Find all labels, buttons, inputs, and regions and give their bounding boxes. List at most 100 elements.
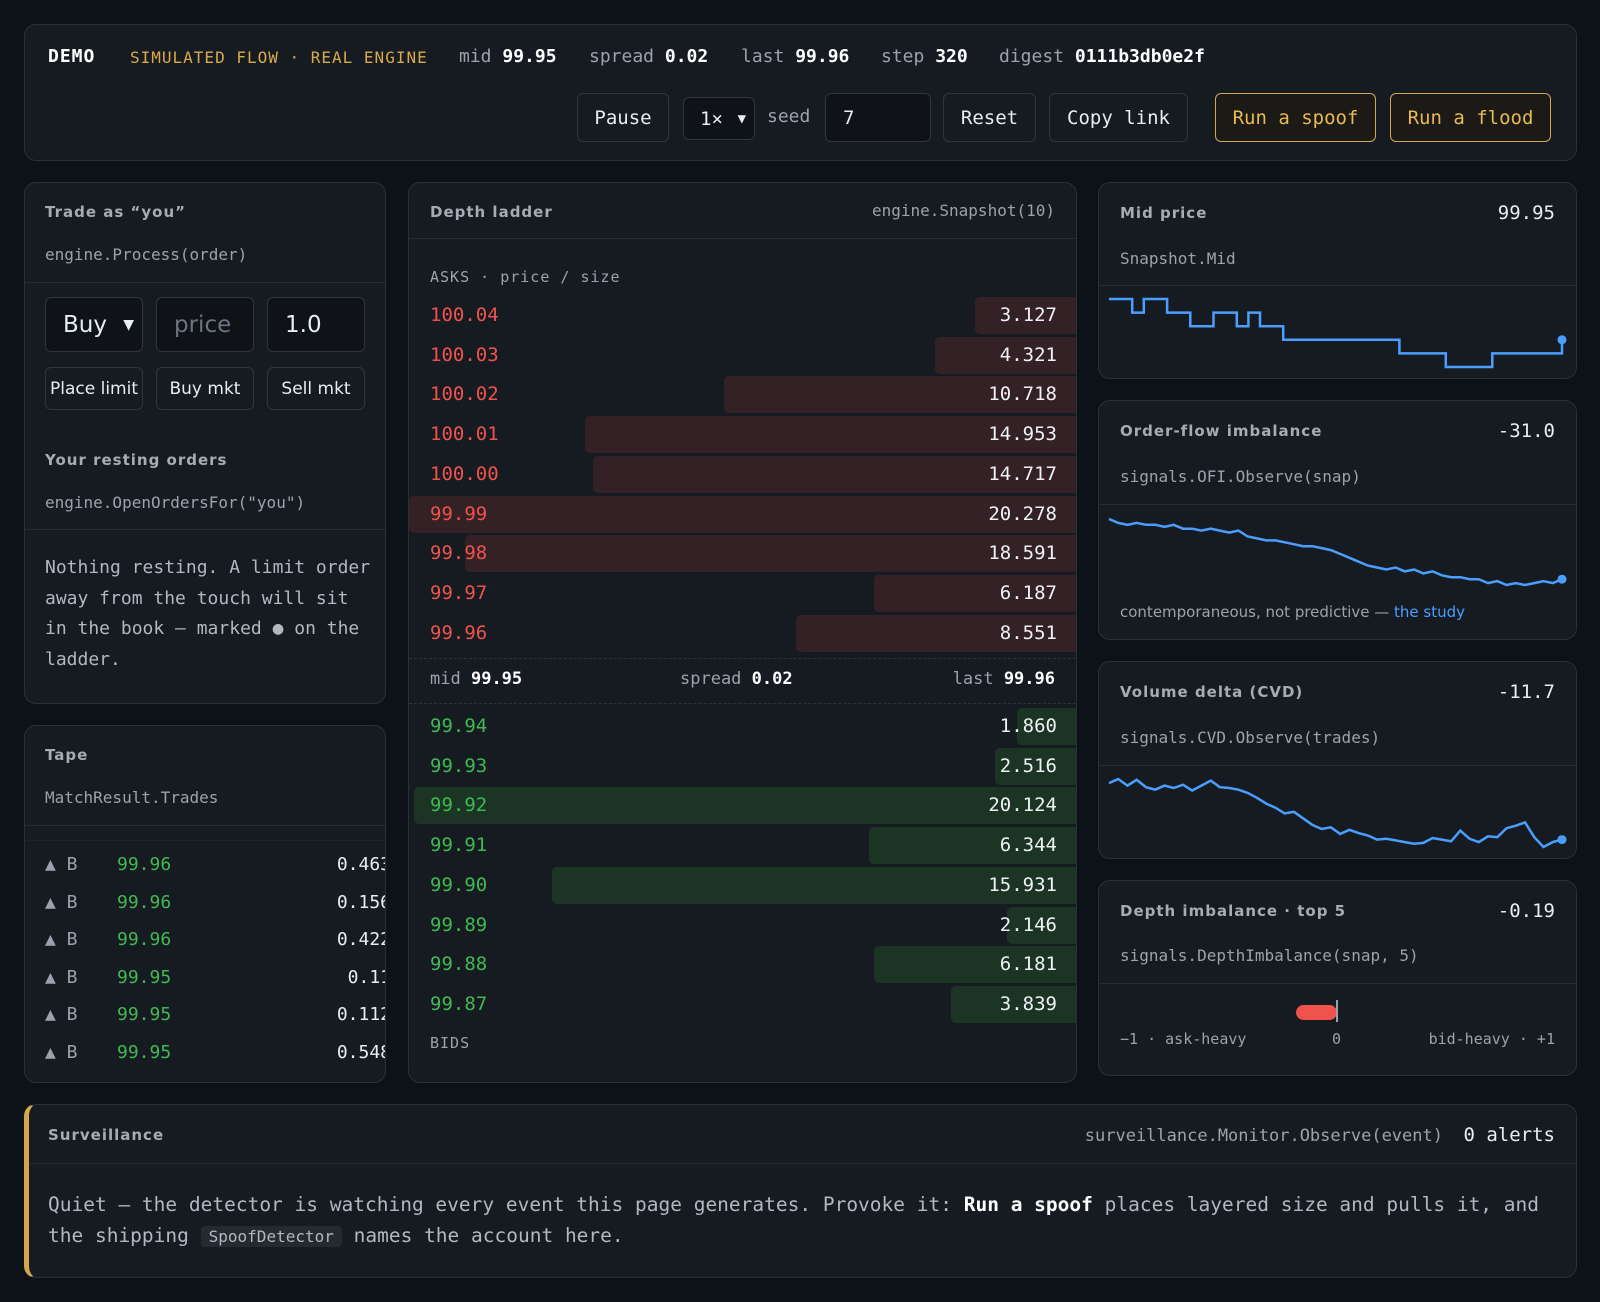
mid-card-subtitle: Snapshot.Mid: [1120, 249, 1236, 268]
sparkline-path: [1108, 777, 1563, 849]
depth-card-title: Depth imbalance · top 5: [1120, 902, 1347, 920]
study-link[interactable]: the study: [1394, 603, 1466, 621]
ask-size: 14.953: [988, 423, 1057, 446]
ask-heavy-label: −1 · ask-heavy: [1120, 1030, 1247, 1048]
header-spread: spread 0.02: [589, 46, 709, 67]
bid-price: 99.90: [430, 873, 488, 896]
trade-price: 99.95: [117, 1004, 172, 1025]
bid-price: 99.92: [430, 794, 488, 817]
depth-card-subtitle: signals.DepthImbalance(snap, 5): [1120, 946, 1419, 965]
ask-level-row: 100.00 14.717: [409, 455, 1076, 493]
ask-level-row: 100.02 10.718: [409, 376, 1076, 414]
ofi-sparkline: [1108, 517, 1567, 587]
bid-heavy-label: bid-heavy · +1: [1428, 1030, 1555, 1048]
place-limit-button[interactable]: Place limit: [45, 367, 143, 410]
chevron-down-icon: ▼: [123, 316, 134, 333]
ladder-call: engine.Snapshot(10): [871, 201, 1055, 220]
trade-side: ▲ B: [45, 929, 78, 950]
speed-select[interactable]: 1× ▼: [683, 97, 755, 140]
cvd-card-title: Volume delta (CVD): [1120, 683, 1304, 701]
ask-level-row: 100.03 4.321: [409, 336, 1076, 374]
imbalance-zero-tick: [1336, 1000, 1338, 1022]
bid-depth-bar: [874, 946, 1076, 984]
bid-level-row: 99.88 6.181: [409, 946, 1076, 984]
ladder-spread: spread 0.02: [680, 669, 793, 689]
trade-side: ▲ B: [45, 1041, 78, 1063]
trade-subtitle: engine.Process(order): [45, 245, 248, 264]
ask-price: 100.03: [430, 343, 499, 366]
pause-button[interactable]: Pause: [577, 93, 669, 142]
run-spoof-button[interactable]: Run a spoof: [1215, 93, 1376, 142]
ofi-card-title: Order-flow imbalance: [1120, 422, 1323, 440]
ofi-card: Order-flow imbalance -31.0 signals.OFI.O…: [1098, 400, 1577, 640]
bid-price: 99.91: [430, 834, 488, 857]
header-last: last 99.96: [741, 46, 850, 67]
sell-market-button[interactable]: Sell mkt: [267, 367, 365, 410]
tape-subtitle: MatchResult.Trades: [45, 788, 219, 807]
chevron-down-icon: ▼: [737, 110, 746, 127]
ofi-card-value: -31.0: [1497, 420, 1555, 442]
ask-size: 10.718: [988, 383, 1057, 406]
bid-size: 6.344: [999, 834, 1057, 857]
run-flood-button[interactable]: Run a flood: [1390, 93, 1551, 142]
buy-market-button[interactable]: Buy mkt: [156, 367, 254, 410]
bid-level-row: 99.94 1.860: [409, 708, 1076, 745]
bid-size: 2.146: [999, 913, 1057, 936]
demo-badge: DEMO: [48, 46, 96, 67]
cvd-card: Volume delta (CVD) -11.7 signals.CVD.Obs…: [1098, 661, 1577, 859]
reset-button[interactable]: Reset: [943, 93, 1036, 142]
surveillance-message: Quiet — the detector is watching every e…: [48, 1193, 1540, 1247]
bid-size: 1.860: [999, 715, 1057, 737]
trade-size: 0.463: [336, 854, 386, 875]
trade-size: 0.548: [336, 1041, 386, 1063]
resting-orders-empty: Nothing resting. A limit order away from…: [45, 557, 371, 670]
trade-size: 0.11: [347, 966, 385, 988]
surveillance-call: surveillance.Monitor.Observe(event) 0 al…: [1084, 1124, 1555, 1146]
bid-level-row: 99.93 2.516: [409, 747, 1076, 785]
depth-imbalance-card: Depth imbalance · top 5 -0.19 signals.De…: [1098, 880, 1577, 1076]
ask-level-row: 99.96 8.551: [409, 614, 1076, 652]
side-select[interactable]: Buy ▼: [45, 297, 143, 352]
cvd-card-subtitle: signals.CVD.Observe(trades): [1120, 728, 1381, 747]
top-bar: DEMO SIMULATED FLOW · REAL ENGINE mid 99…: [24, 24, 1577, 161]
bid-depth-bar: [1007, 906, 1076, 944]
bid-depth-bar: [1016, 708, 1076, 745]
seed-label: seed: [767, 106, 811, 127]
sparkline-last-point: [1557, 574, 1567, 584]
ask-depth-bar: [409, 495, 1076, 533]
ask-depth-bar: [724, 376, 1076, 414]
price-input[interactable]: price: [156, 297, 254, 352]
bid-size: 3.839: [999, 992, 1057, 1015]
ladder-last: last 99.96: [952, 669, 1055, 689]
seed-input[interactable]: 7: [825, 93, 931, 142]
tape-panel: Tape MatchResult.Trades ▲ B 99.96 0.463 ▲ B…: [24, 725, 386, 1083]
ask-depth-bar: [464, 535, 1076, 573]
depth-ladder-panel: Depth ladder engine.Snapshot(10) ASKS · …: [408, 182, 1077, 1083]
trade-price: 99.96: [117, 929, 172, 950]
trade-size: 0.112: [336, 1004, 386, 1025]
tape-title: Tape: [45, 746, 89, 764]
ask-price: 100.04: [430, 304, 499, 326]
trade-price: 99.95: [117, 1041, 172, 1063]
bid-price: 99.93: [430, 754, 488, 777]
quantity-input[interactable]: 1.0: [267, 297, 365, 352]
ask-depth-bar: [584, 416, 1076, 454]
zero-label: 0: [1332, 1030, 1342, 1048]
ask-level-row: 99.97 6.187: [409, 574, 1076, 612]
asks-label: ASKS · price / size: [430, 268, 621, 286]
ask-price: 99.96: [430, 621, 488, 644]
ask-price: 99.99: [430, 502, 488, 525]
ask-price: 99.98: [430, 542, 488, 565]
bid-depth-bar: [868, 827, 1076, 865]
trade-size: 0.422: [336, 929, 386, 950]
ofi-card-subtitle: signals.OFI.Observe(snap): [1120, 467, 1361, 486]
sparkline-last-point: [1557, 835, 1567, 845]
header-step: step 320: [881, 46, 968, 67]
trade-panel: Trade as “you” engine.Process(order) Buy…: [24, 182, 386, 704]
bid-price: 99.88: [430, 953, 488, 976]
ask-price: 99.97: [430, 581, 488, 604]
bid-depth-bar: [951, 985, 1076, 1023]
alert-count: 0 alerts: [1463, 1124, 1555, 1146]
copy-link-button[interactable]: Copy link: [1049, 93, 1188, 142]
bid-size: 20.124: [988, 794, 1057, 817]
